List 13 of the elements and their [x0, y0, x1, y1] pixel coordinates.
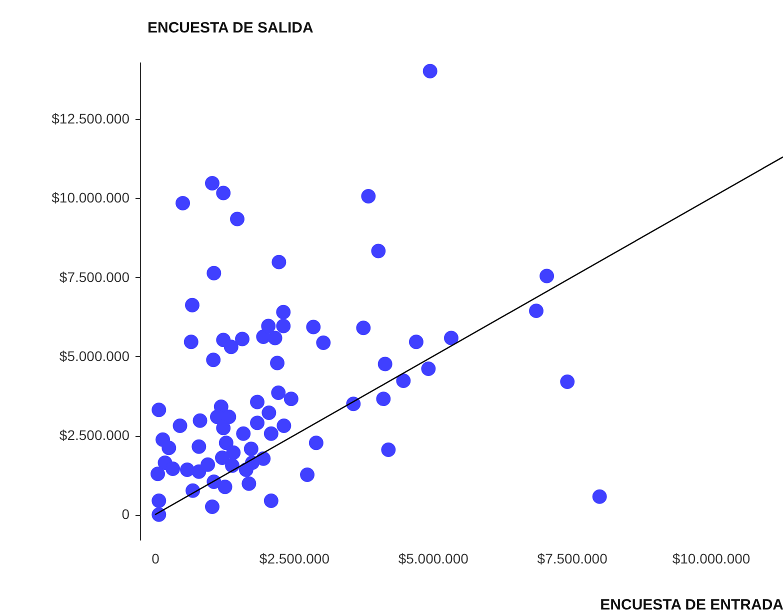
x-tick-label: 0: [152, 550, 160, 566]
x-tick-label: $5.000.000: [398, 550, 469, 566]
x-tick-label: $7.500.000: [537, 550, 608, 566]
y-tick-label: $12.500.000: [52, 110, 130, 126]
y-tick-label: $5.000.000: [59, 348, 130, 364]
x-tick-label: $2.500.000: [259, 550, 330, 566]
y-tick-label: 0: [122, 506, 130, 522]
x-tick-label: $10.000.000: [672, 550, 750, 566]
y-tick-label: $2.500.000: [59, 427, 130, 444]
y-tick-label: $7.500.000: [59, 268, 130, 285]
x-axis-title: ENCUESTA DE ENTRADA: [600, 596, 783, 614]
y-axis-title: ENCUESTA DE SALIDA: [148, 20, 314, 36]
y-tick-label: $10.000.000: [52, 190, 130, 206]
